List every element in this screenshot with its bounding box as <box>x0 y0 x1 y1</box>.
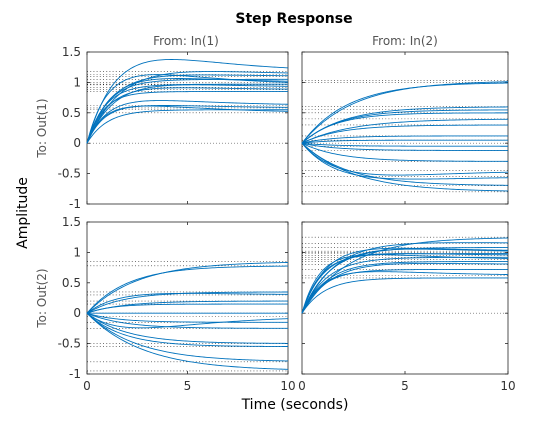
response-curve <box>86 312 289 362</box>
row-header-out1: To: Out(1) <box>35 98 49 158</box>
y-tick-label: 1 <box>73 245 81 259</box>
response-curve <box>301 82 509 144</box>
response-curve <box>86 100 289 144</box>
response-curve <box>86 312 289 329</box>
response-curve <box>301 142 509 186</box>
chart-title: Step Response <box>235 11 352 27</box>
response-curve <box>86 262 289 314</box>
x-tick-label: 0 <box>83 379 91 393</box>
response-curve <box>301 268 508 314</box>
x-tick-label: 5 <box>184 379 192 393</box>
response-curve <box>86 78 288 144</box>
response-curve <box>301 271 509 314</box>
x-tick-label: 10 <box>280 379 295 393</box>
panel-3: -1 -0.5 0 0.5 1 1.5 0 5 10 <box>58 215 296 393</box>
x-axis-label: Time (seconds) <box>241 397 349 413</box>
response-curve <box>86 109 288 144</box>
panels-layer: -1-0.500.511.5-1-0.500.511.50 5 10 0 5 10 <box>58 45 516 393</box>
response-curve <box>301 277 508 314</box>
response-curve <box>86 300 288 314</box>
response-curve <box>86 87 289 144</box>
x-tick-label: 10 <box>500 379 515 393</box>
response-curve <box>301 139 508 144</box>
column-header-in2: From: In(2) <box>372 34 438 48</box>
response-curve <box>86 105 289 144</box>
panel-2 <box>301 51 509 205</box>
panel-frame <box>86 221 289 375</box>
response-curve <box>301 109 509 144</box>
response-curve <box>86 292 289 314</box>
response-curve <box>86 265 289 314</box>
response-curve <box>301 142 508 162</box>
response-curve <box>301 124 508 144</box>
response-curve <box>301 142 508 147</box>
y-axis-label: Amplitude <box>15 177 31 249</box>
response-curve <box>301 248 509 314</box>
response-curve <box>86 91 288 144</box>
response-curve <box>86 312 288 323</box>
x-tick-label: 0 <box>298 379 306 393</box>
response-curve <box>86 74 289 144</box>
y-tick-label: 1 <box>73 75 81 89</box>
response-curve <box>86 303 288 314</box>
response-curve <box>86 312 289 344</box>
y-tick-label: -1 <box>69 367 81 381</box>
response-curve <box>86 312 289 347</box>
panel-4: 0 5 10 <box>298 221 516 393</box>
response-curve <box>301 142 509 180</box>
y-tick-label: -0.5 <box>58 167 81 181</box>
response-curve <box>86 105 289 144</box>
y-tick-label: 0 <box>73 136 81 150</box>
column-header-in1: From: In(1) <box>153 34 219 48</box>
y-tick-label: 0 <box>73 306 81 320</box>
y-tick-label: 1.5 <box>62 45 81 59</box>
panel-1: -1 -0.5 0 0.5 1 1.5 <box>58 45 289 211</box>
response-curve <box>301 261 508 314</box>
response-curve <box>86 312 289 370</box>
response-curve <box>301 112 508 144</box>
response-curve <box>301 118 509 144</box>
y-tick-label: -1 <box>69 197 81 211</box>
response-curve <box>301 135 508 144</box>
y-tick-label: 0.5 <box>62 276 81 290</box>
x-tick-label: 5 <box>401 379 409 393</box>
row-header-out2: To: Out(2) <box>35 268 49 328</box>
y-tick-label: 0.5 <box>62 106 81 120</box>
response-curve <box>301 253 509 314</box>
response-curve <box>301 142 509 192</box>
y-tick-label: -0.5 <box>58 337 81 351</box>
response-curve <box>86 312 288 329</box>
panel-frame <box>86 51 289 205</box>
response-curve <box>86 71 289 144</box>
response-curve <box>301 254 509 314</box>
response-curve <box>86 59 289 144</box>
y-tick-label: 1.5 <box>62 215 81 229</box>
response-curve <box>301 237 509 314</box>
response-curve <box>301 142 508 151</box>
